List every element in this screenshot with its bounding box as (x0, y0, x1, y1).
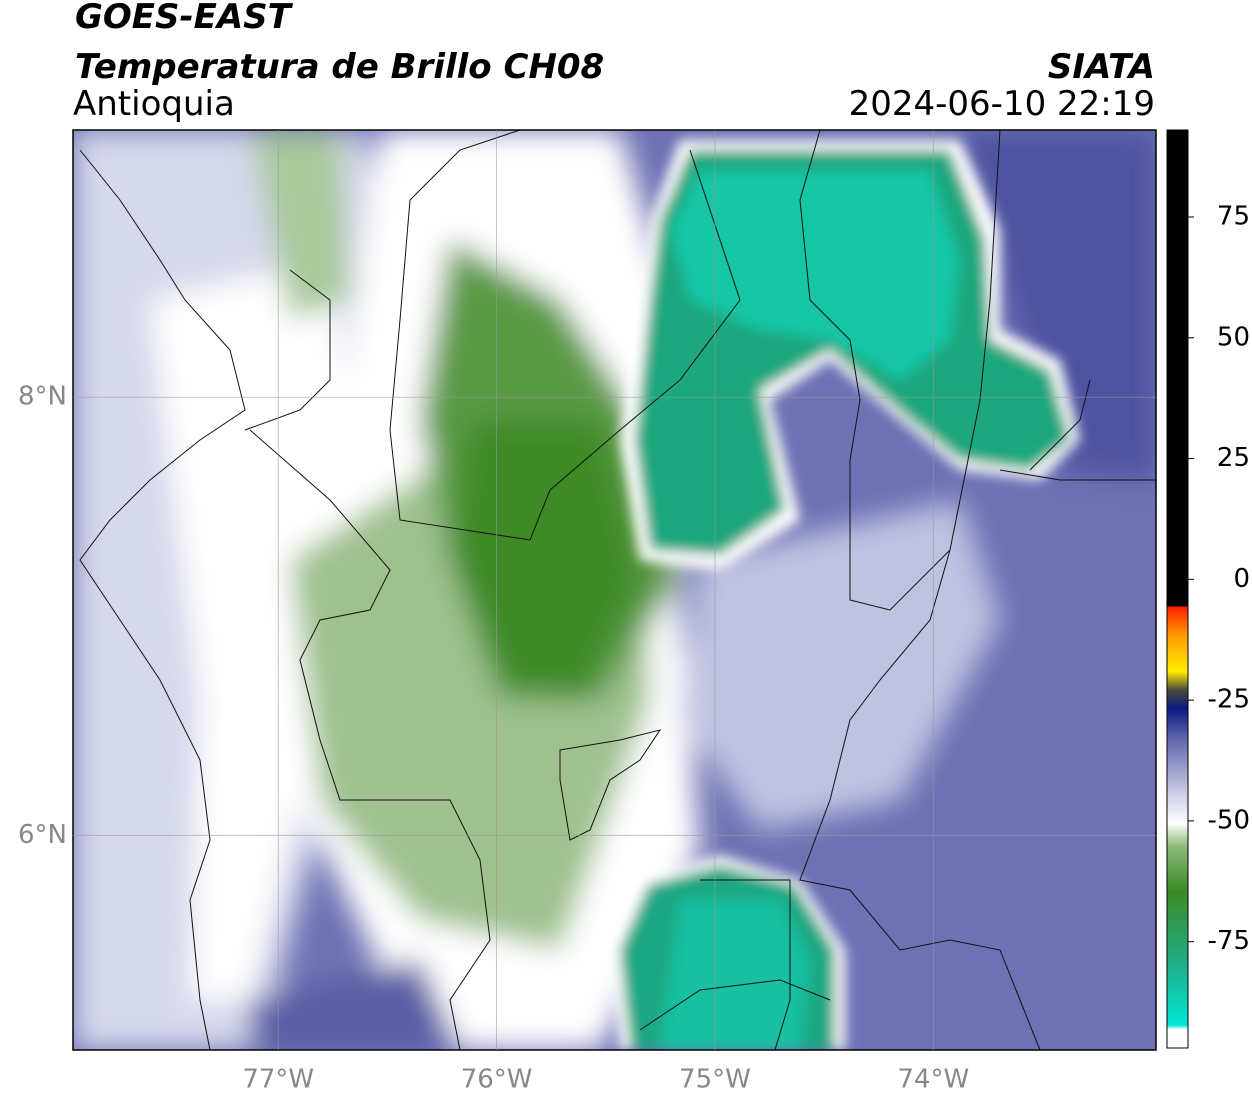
colorbar-tick-label: 75 (1217, 201, 1250, 231)
colorbar (1166, 129, 1189, 1049)
colorbar-tick-label: 50 (1217, 322, 1250, 352)
title: GOES-EAST (75, 0, 294, 37)
y-tick-label: 8°N (18, 382, 67, 412)
subtitle: Temperatura de Brillo CH08 (75, 47, 604, 87)
satellite-image (73, 130, 1156, 1050)
x-tick-label: 74°W (897, 1065, 969, 1095)
x-tick-label: 75°W (679, 1065, 751, 1095)
region: Antioquia (73, 84, 235, 124)
source: SIATA (1048, 47, 1155, 87)
x-tick-label: 76°W (461, 1065, 533, 1095)
x-tick-label: 77°W (242, 1065, 314, 1095)
colorbar-tick-label: -75 (1208, 926, 1250, 956)
colorbar-tick-label: 0 (1233, 564, 1250, 594)
colorbar-tick-label: -50 (1208, 805, 1250, 835)
colorbar-tick-label: -25 (1208, 685, 1250, 715)
timestamp: 2024-06-10 22:19 (849, 84, 1155, 124)
map-frame (72, 129, 1157, 1051)
colorbar-tick-label: 25 (1217, 443, 1250, 473)
y-tick-label: 6°N (18, 820, 67, 850)
